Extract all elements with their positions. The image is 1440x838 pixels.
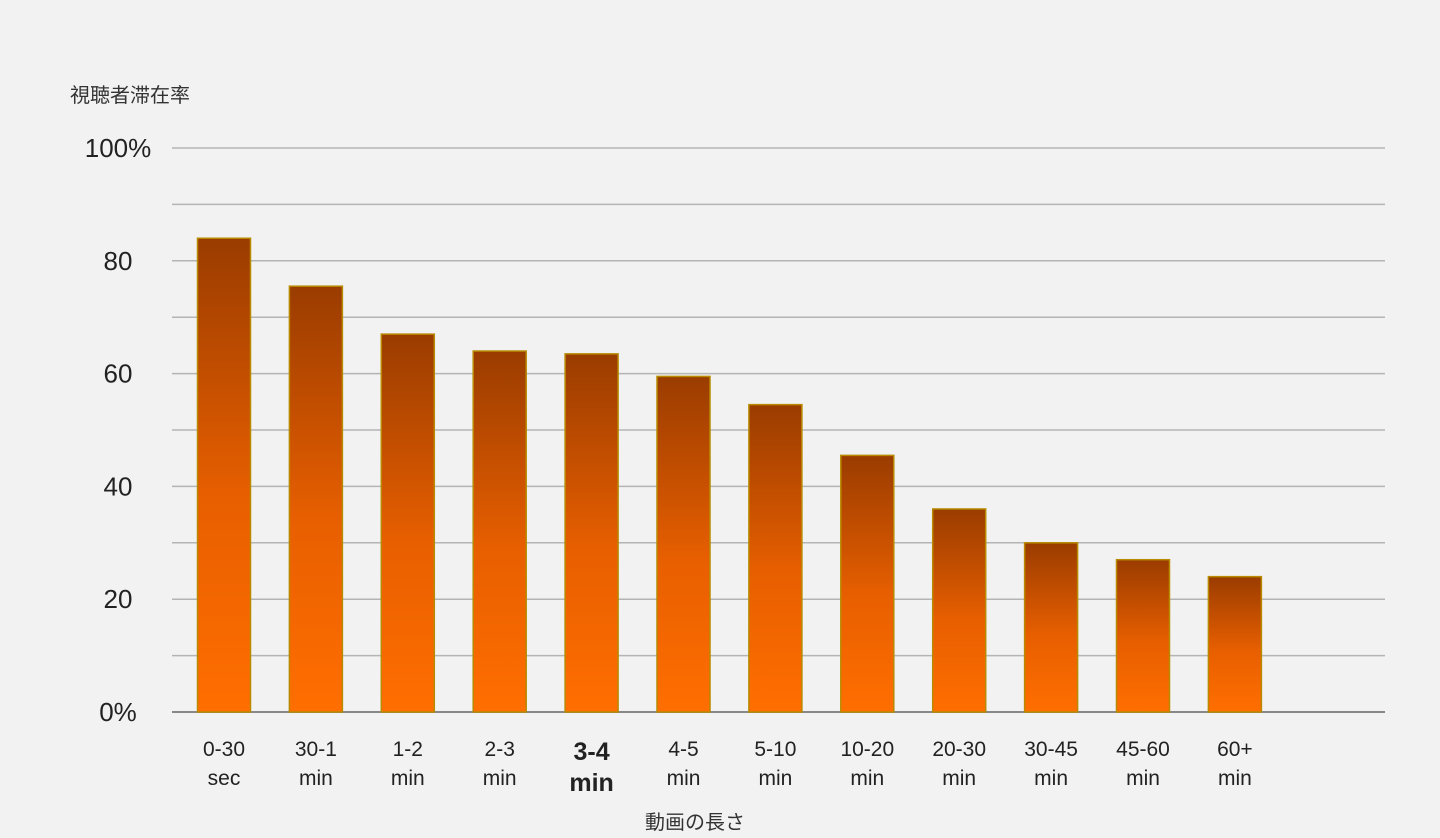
bar <box>840 454 895 713</box>
bar <box>1023 542 1079 713</box>
y-axis-ticks: 0% 20 40 60 80 100% <box>85 133 152 727</box>
x-tick-label-unit: min <box>1034 767 1068 790</box>
x-tick-label-unit: min <box>758 767 792 790</box>
x-tick-label: 0-30 <box>203 738 245 761</box>
x-tick-label-unit: min <box>483 767 517 790</box>
x-tick-label: 4-5 <box>668 738 698 761</box>
x-axis-categories: 0-30 sec 30-1 min 1-2 min 2-3 min 3-4 min 4-5 min 5-… <box>203 738 1253 797</box>
x-tick-label: 60+ <box>1217 738 1253 761</box>
x-tick-label: 5-10 <box>754 738 796 761</box>
x-tick-label-unit: min <box>850 767 884 790</box>
y-tick-label: 0% <box>99 697 137 727</box>
x-tick-label: 45-60 <box>1116 738 1170 761</box>
x-tick-label: 2-3 <box>485 738 515 761</box>
bar <box>196 237 252 713</box>
y-tick-label: 60 <box>104 359 133 389</box>
x-tick-label-unit: min <box>299 767 333 790</box>
y-tick-label: 80 <box>104 246 133 276</box>
y-axis-label: 視聴者滞在率 <box>70 83 190 107</box>
x-tick-label-unit: min <box>1126 767 1160 790</box>
x-tick-label: 3-4 <box>574 738 610 766</box>
bar <box>288 285 344 713</box>
x-tick-label: 1-2 <box>393 738 423 761</box>
x-axis-label: 動画の長さ <box>645 810 745 834</box>
x-tick-label-unit: min <box>942 767 976 790</box>
bar <box>931 508 987 713</box>
bar <box>564 353 619 713</box>
bar <box>656 375 711 713</box>
bar <box>1115 558 1171 713</box>
x-tick-label: 30-1 <box>295 738 337 761</box>
x-tick-label-unit: sec <box>208 767 241 790</box>
y-tick-label: 40 <box>104 471 133 501</box>
x-tick-label-unit: min <box>667 767 701 790</box>
y-tick-label: 100% <box>85 133 152 163</box>
y-tick-label: 20 <box>104 584 133 614</box>
x-tick-label-unit: min <box>391 767 425 790</box>
x-tick-label-unit: min <box>569 769 613 797</box>
bars <box>196 237 1263 713</box>
x-tick-label: 20-30 <box>932 738 986 761</box>
bar <box>472 350 527 713</box>
bar <box>1207 575 1263 713</box>
bar <box>748 403 803 713</box>
x-tick-label: 10-20 <box>840 738 894 761</box>
bar <box>380 333 436 713</box>
x-tick-label: 30-45 <box>1024 738 1078 761</box>
x-tick-label-unit: min <box>1218 767 1252 790</box>
